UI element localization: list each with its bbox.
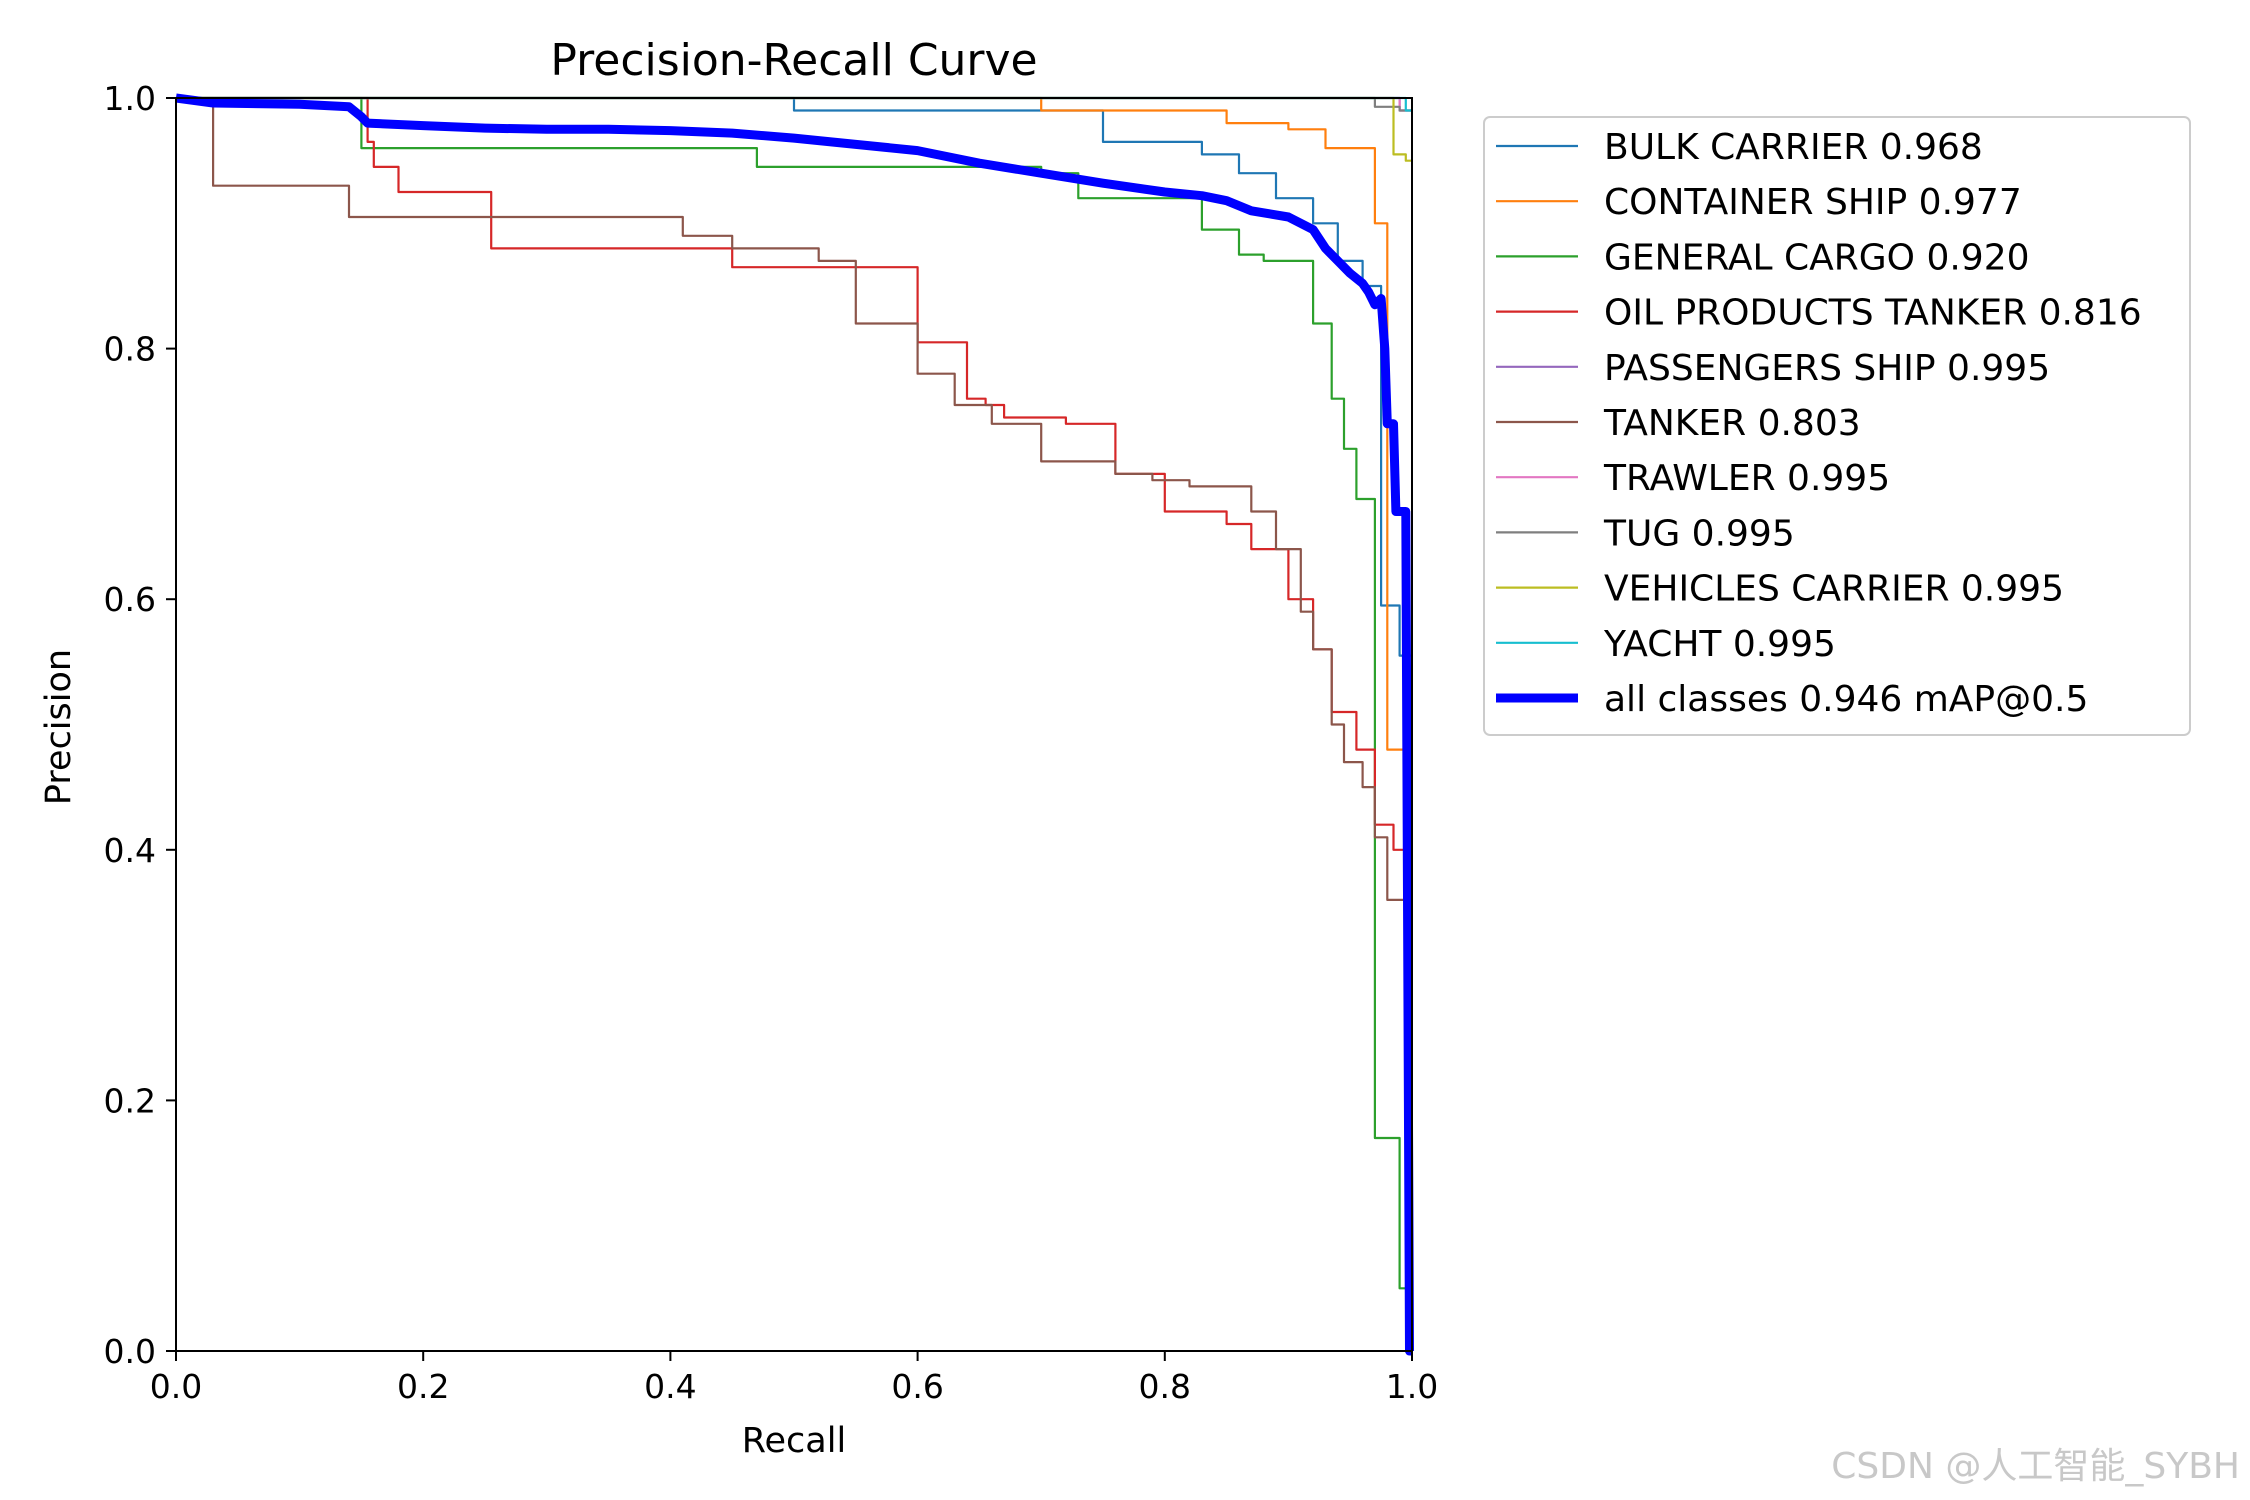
y-tick-label: 0.6 [104,580,156,619]
x-axis-ticks: 0.0 0.2 0.4 0.6 0.8 1.0 [150,1351,1438,1406]
legend-label: TRAWLER 0.995 [1603,458,1890,499]
series-line-5 [176,96,1412,902]
x-axis-label: Recall [742,1421,846,1461]
y-axis-label: Precision [39,649,79,805]
series-line-all-classes [175,93,1414,1356]
y-tick-label: 0.8 [104,330,156,369]
legend-label: TUG 0.995 [1603,513,1795,554]
chart-title: Precision-Recall Curve [550,35,1037,86]
legend-label: OIL PRODUCTS TANKER 0.816 [1604,293,2142,334]
plot-frame [175,97,1413,1352]
plot-area [175,93,1414,1356]
watermark: CSDN @人工智能_SYBH [1831,1446,2240,1487]
y-tick-label: 0.2 [104,1081,156,1120]
series-line-1 [176,96,1412,751]
legend-label: all classes 0.946 mAP@0.5 [1604,679,2088,720]
legend-label: BULK CARRIER 0.968 [1604,127,1983,168]
legend-label: PASSENGERS SHIP 0.995 [1604,348,2050,389]
legend-items: BULK CARRIER 0.968 CONTAINER SHIP 0.977 GE… [1496,127,2142,720]
y-tick-label: 0.4 [104,831,156,870]
x-tick-label: 0.8 [1139,1367,1191,1406]
y-axis-ticks: 0.0 0.2 0.4 0.6 0.8 1.0 [104,79,176,1371]
y-tick-label: 0.0 [104,1332,156,1371]
legend-label: TANKER 0.803 [1603,403,1861,444]
legend: BULK CARRIER 0.968 CONTAINER SHIP 0.977 GE… [1483,116,2191,736]
x-tick-label: 0.2 [397,1367,449,1406]
x-tick-label: 0.0 [150,1367,202,1406]
legend-label: VEHICLES CARRIER 0.995 [1604,569,2064,610]
x-tick-label: 0.6 [891,1367,943,1406]
y-tick-label: 1.0 [104,79,156,118]
legend-label: CONTAINER SHIP 0.977 [1604,182,2022,223]
x-tick-label: 0.4 [644,1367,696,1406]
series-line-3 [176,96,1412,851]
legend-label: YACHT 0.995 [1603,624,1836,665]
legend-frame [1483,116,2191,736]
x-tick-label: 1.0 [1386,1367,1438,1406]
series-line-2 [176,96,1412,1290]
series-line-0 [176,96,1412,657]
legend-label: GENERAL CARGO 0.920 [1604,237,2030,278]
